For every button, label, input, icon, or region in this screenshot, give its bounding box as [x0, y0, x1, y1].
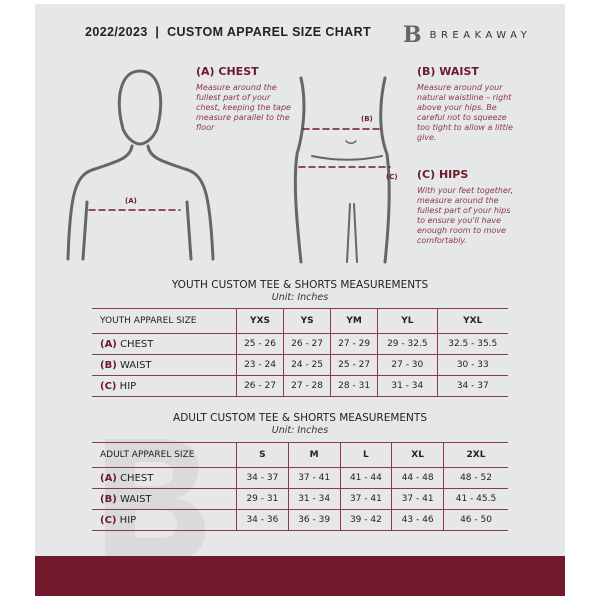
cell: 27 - 28 [283, 375, 331, 397]
cell: 26 - 27 [283, 333, 331, 355]
header-label: YOUTH APPAREL SIZE [92, 308, 237, 334]
brand-logo: B BREAKAWAY [403, 22, 531, 48]
size-header: M [287, 442, 340, 468]
cell: 27 - 29 [330, 333, 378, 355]
header-label: ADULT APPAREL SIZE [92, 442, 237, 468]
cell: 27 - 30 [377, 354, 437, 376]
cell: 25 - 27 [330, 354, 378, 376]
hips-marker: (C) [386, 173, 398, 181]
cell: 28 - 31 [330, 375, 378, 397]
cell: 34 - 37 [236, 467, 289, 489]
row-name: CHEST [120, 338, 154, 350]
size-header: 2XL [443, 442, 508, 468]
row-code: (C) [100, 380, 117, 392]
page-title: 2022/2023 | CUSTOM APPAREL SIZE CHART [85, 25, 372, 39]
size-header: YXL [436, 308, 508, 334]
cell: 37 - 41 [339, 488, 392, 510]
size-header: YL [377, 308, 437, 334]
row-label: (B) WAIST [92, 354, 237, 376]
cell: 25 - 26 [235, 333, 284, 355]
body-figures [66, 69, 391, 264]
waist-description: Measure around your natural waistline – … [417, 83, 513, 142]
table-row: (B) WAIST 29 - 31 31 - 34 37 - 41 37 - 41 41 … [92, 488, 508, 510]
cell: 29 - 32.5 [377, 333, 437, 355]
cell: 34 - 36 [236, 509, 289, 531]
cell: 36 - 39 [287, 509, 340, 531]
row-label: (C) HIP [92, 509, 237, 531]
adult-table-unit: Unit: Inches [271, 425, 329, 436]
chest-marker: (A) [125, 197, 137, 205]
cell: 39 - 42 [339, 509, 392, 531]
cell: 24 - 25 [283, 354, 331, 376]
table-header-row: ADULT APPAREL SIZE S M L XL 2XL [92, 442, 508, 468]
waist-heading: (B) WAIST [417, 65, 479, 78]
upper-body-figure [66, 69, 215, 261]
cell: 29 - 31 [236, 488, 289, 510]
row-name: WAIST [119, 493, 152, 505]
logo-mark: B [403, 22, 422, 48]
row-code: (C) [100, 514, 117, 526]
cell: 23 - 24 [235, 354, 284, 376]
youth-table-unit: Unit: Inches [271, 292, 329, 303]
cell: 30 - 33 [436, 354, 508, 376]
table-row: (A) CHEST 25 - 26 26 - 27 27 - 29 29 - 32.5 3… [92, 333, 508, 355]
row-name: HIP [119, 380, 137, 392]
cell: 41 - 45.5 [443, 488, 508, 510]
lower-body-figure [293, 76, 391, 264]
size-header: YXS [235, 308, 284, 334]
cell: 32.5 - 35.5 [436, 333, 508, 355]
row-code: (B) [100, 359, 117, 371]
adult-size-table: ADULT APPAREL SIZE S M L XL 2XL (A) CHES… [92, 442, 508, 531]
table-row: (B) WAIST 23 - 24 24 - 25 25 - 27 27 - 30 30 … [92, 354, 508, 376]
row-label: (B) WAIST [92, 488, 237, 510]
cell: 43 - 46 [391, 509, 444, 531]
row-code: (A) [100, 338, 117, 350]
size-header: L [339, 442, 392, 468]
youth-size-table: YOUTH APPAREL SIZE YXS YS YM YL YXL (A) … [92, 308, 508, 397]
footer-bar [35, 556, 565, 596]
cell: 31 - 34 [287, 488, 340, 510]
cell: 26 - 27 [235, 375, 284, 397]
table-row: (C) HIP 34 - 36 36 - 39 39 - 42 43 - 46 46 - … [92, 509, 508, 531]
row-code: (A) [100, 472, 117, 484]
cell: 34 - 37 [436, 375, 508, 397]
hips-heading: (C) HIPS [417, 168, 469, 181]
cell: 44 - 48 [391, 467, 444, 489]
size-header: XL [391, 442, 444, 468]
waist-marker: (B) [361, 115, 373, 123]
adult-table-title: ADULT CUSTOM TEE & SHORTS MEASUREMENTS [173, 412, 427, 424]
row-label: (A) CHEST [92, 333, 237, 355]
cell: 37 - 41 [391, 488, 444, 510]
cell: 48 - 52 [443, 467, 508, 489]
table-header-row: YOUTH APPAREL SIZE YXS YS YM YL YXL [92, 308, 508, 334]
table-row: (A) CHEST 34 - 37 37 - 41 41 - 44 44 - 48 48 … [92, 467, 508, 489]
chest-heading: (A) CHEST [196, 65, 259, 78]
row-name: CHEST [120, 472, 154, 484]
cell: 41 - 44 [339, 467, 392, 489]
size-header: S [236, 442, 289, 468]
size-chart-page: 2022/2023 | CUSTOM APPAREL SIZE CHART B … [35, 4, 565, 596]
cell: 31 - 34 [377, 375, 437, 397]
hips-description: With your feet together, measure around … [417, 186, 514, 245]
row-name: WAIST [119, 359, 152, 371]
brand-name: BREAKAWAY [429, 29, 532, 41]
chest-description: Measure around the fullest part of your … [196, 83, 291, 132]
size-header: YM [330, 308, 378, 334]
row-code: (B) [100, 493, 117, 505]
table-row: (C) HIP 26 - 27 27 - 28 28 - 31 31 - 34 34 - … [92, 375, 508, 397]
youth-table-title: YOUTH CUSTOM TEE & SHORTS MEASUREMENTS [171, 279, 429, 291]
row-label: (A) CHEST [92, 467, 237, 489]
cell: 37 - 41 [287, 467, 340, 489]
cell: 46 - 50 [443, 509, 508, 531]
row-name: HIP [119, 514, 137, 526]
row-label: (C) HIP [92, 375, 237, 397]
size-header: YS [283, 308, 331, 334]
